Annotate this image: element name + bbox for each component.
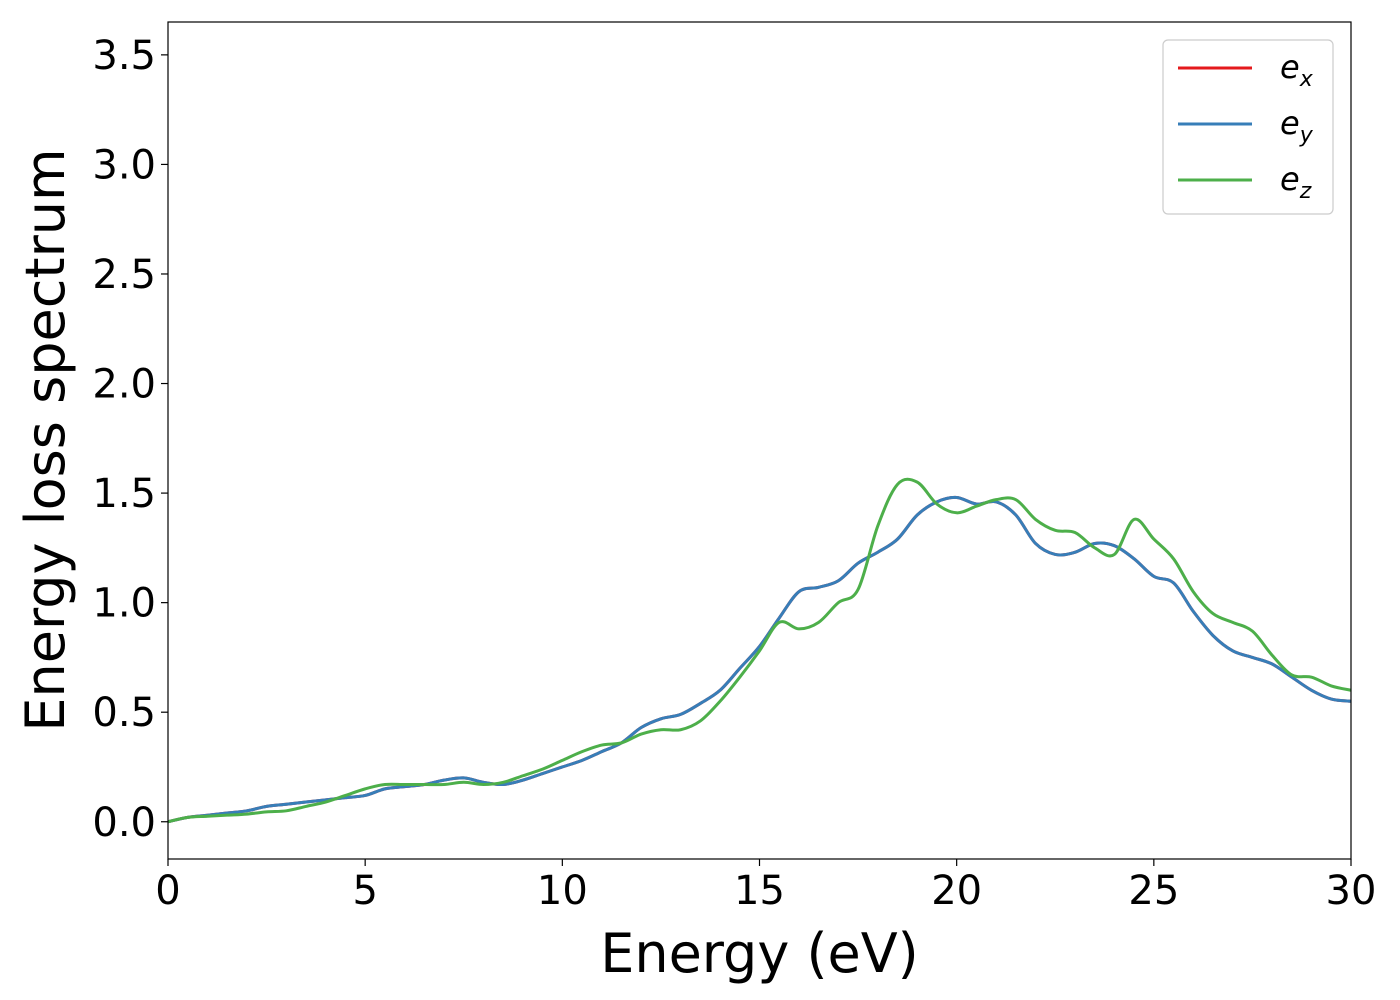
x-tick-label: 5: [352, 868, 377, 914]
series-line-e_y: [168, 495, 1351, 824]
x-tick-label: 20: [931, 868, 982, 914]
y-tick-label: 3.5: [92, 33, 156, 79]
y-axis: 0.0 0.5 1.0 1.5 2.0 2.5 3.0 3.5: [92, 33, 168, 846]
legend-label-subscript: z: [1299, 179, 1312, 204]
y-tick-label: 1.0: [92, 581, 156, 627]
legend-label-base: e: [1280, 160, 1300, 198]
legend-box: [1162, 39, 1334, 215]
x-tick-label: 0: [155, 868, 180, 914]
y-tick-label: 2.5: [92, 252, 156, 298]
y-tick-label: 2.0: [92, 362, 156, 408]
y-tick-label: 3.0: [92, 142, 156, 188]
y-tick-label: 1.5: [92, 471, 156, 517]
legend-label-subscript: x: [1299, 67, 1314, 92]
series-layer: [168, 477, 1351, 824]
x-axis-label: Energy (eV): [600, 922, 919, 985]
x-axis: 0 5 10 15 20 25 30: [155, 859, 1376, 914]
legend-label-base: e: [1280, 48, 1300, 86]
legend-label-e_z: ez: [1280, 160, 1312, 204]
legend-label-base: e: [1280, 104, 1300, 142]
legend-label-e_y: ey: [1280, 104, 1314, 148]
x-tick-label: 30: [1326, 868, 1377, 914]
legend-label-e_x: ex: [1280, 48, 1314, 92]
x-tick-label: 10: [537, 868, 588, 914]
y-axis-label: Energy loss spectrum: [14, 148, 77, 731]
legend-label-subscript: y: [1299, 123, 1314, 148]
series-line-e_z: [168, 477, 1351, 824]
y-tick-label: 0.0: [92, 800, 156, 846]
x-tick-label: 15: [734, 868, 785, 914]
x-tick-label: 25: [1128, 868, 1179, 914]
y-tick-label: 0.5: [92, 690, 156, 736]
